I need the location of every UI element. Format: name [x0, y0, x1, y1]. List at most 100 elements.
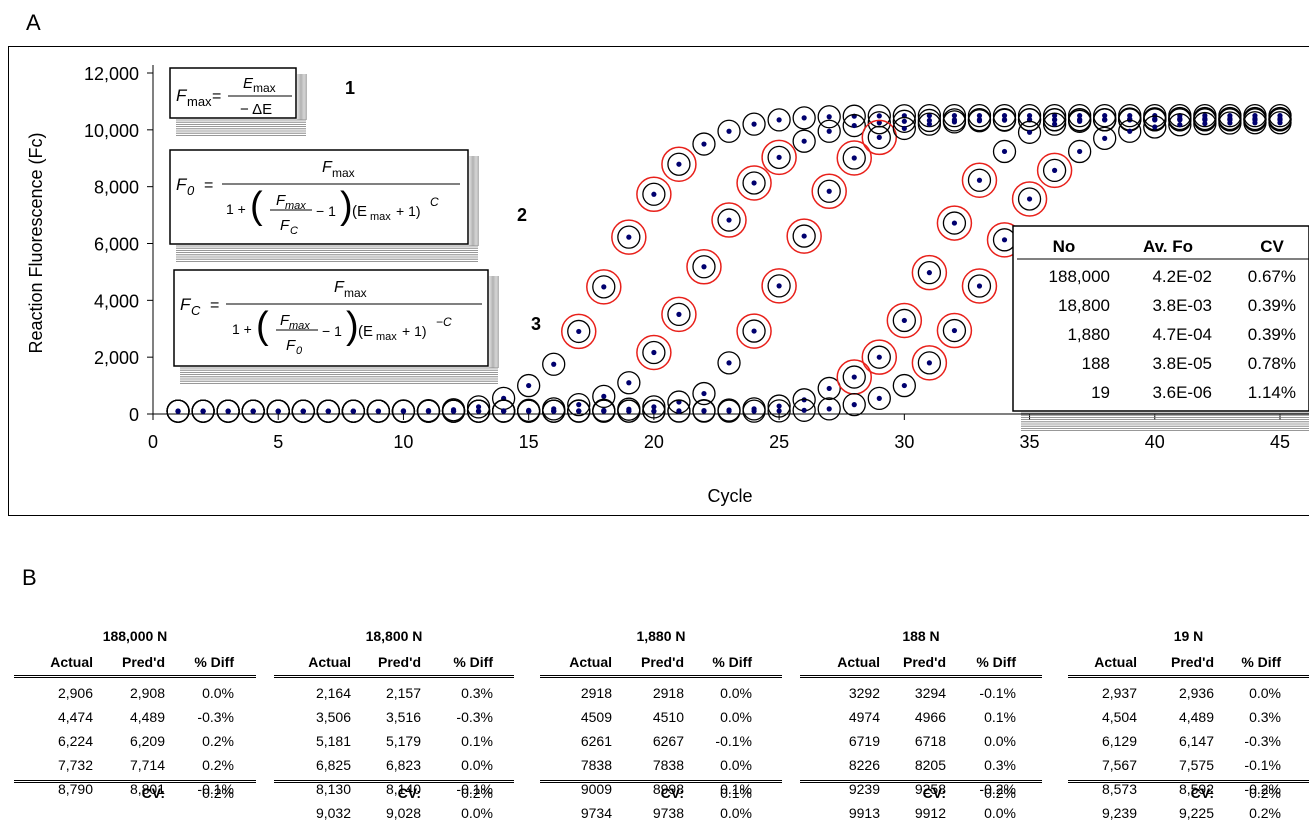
y-tick-label: 10,000 — [84, 121, 139, 141]
data-point — [726, 217, 732, 223]
legend-header: Av. Fo — [1143, 237, 1193, 256]
formula-text: ( — [256, 305, 269, 347]
legend-cell: 0.39% — [1248, 296, 1296, 315]
x-tick-label: 10 — [393, 432, 413, 452]
data-point-ring — [942, 110, 967, 134]
data-point — [651, 191, 657, 197]
fit-window-ring — [711, 202, 747, 238]
table-header: Actual — [837, 654, 880, 670]
data-point-ring — [1093, 108, 1117, 132]
table-cell: 4510 — [652, 709, 684, 725]
fit-window-ring — [936, 205, 973, 241]
data-point — [901, 125, 907, 132]
data-point — [876, 354, 882, 360]
formula-label-3: 3 — [531, 314, 541, 334]
table-cell: 6,147 — [1178, 733, 1214, 749]
fit-window-ring — [836, 140, 872, 176]
data-point-ring — [967, 103, 992, 128]
data-point — [626, 380, 632, 386]
formula-text: F — [276, 192, 286, 209]
series-4 — [166, 111, 1292, 423]
data-point — [551, 361, 557, 367]
table-header: % Diff — [453, 654, 493, 670]
data-point — [1026, 196, 1033, 202]
data-point — [1127, 128, 1133, 134]
table-cell: 4509 — [580, 709, 612, 725]
table-cell: 2,164 — [315, 685, 351, 701]
data-point-ring — [742, 112, 766, 136]
table-cell: 4,489 — [1178, 709, 1214, 725]
data-point-ring — [742, 319, 766, 343]
table-cell: 2918 — [580, 685, 612, 701]
cv-value: 0.2% — [202, 785, 234, 801]
table-cell: 0.1% — [720, 781, 752, 797]
data-point-ring — [792, 224, 816, 248]
data-point-ring — [617, 371, 641, 395]
table-title: 188,000 N — [102, 628, 168, 644]
data-point — [801, 138, 807, 144]
table-cell: 9258 — [914, 781, 946, 797]
data-point-ring — [717, 208, 741, 232]
data-point — [526, 382, 532, 389]
table-title: 1,880 N — [636, 628, 686, 644]
data-point — [576, 408, 582, 414]
legend-cell: 0.67% — [1248, 267, 1296, 286]
data-point-ring — [817, 376, 841, 401]
table-cell: 5,181 — [315, 733, 351, 749]
data-point-ring — [567, 319, 591, 344]
data-point-ring — [1042, 112, 1067, 136]
data-point — [1252, 120, 1258, 126]
table-cell: -0.2% — [979, 781, 1016, 797]
x-tick-label: 35 — [1020, 432, 1040, 452]
formula-text: F — [176, 86, 188, 105]
y-tick-label: 8,000 — [94, 178, 139, 198]
table-header: % Diff — [194, 654, 234, 670]
formula-text: F — [180, 295, 192, 314]
data-point-ring — [341, 399, 366, 423]
table-cell: 8226 — [848, 757, 880, 773]
legend-cell: 188,000 — [1049, 267, 1110, 286]
data-point — [1052, 167, 1058, 173]
legend-box — [1012, 225, 1309, 412]
table-footer-rule — [1068, 780, 1309, 783]
data-point — [450, 408, 457, 414]
data-point-ring — [1042, 108, 1067, 132]
data-point — [851, 155, 857, 161]
data-point-ring — [542, 352, 566, 376]
data-point — [651, 404, 657, 410]
fit-window-ring — [761, 139, 797, 176]
data-point-ring — [1268, 106, 1292, 131]
table-cell: 6718 — [914, 733, 946, 749]
data-point-ring — [842, 146, 866, 170]
table-cell: 0.0% — [984, 733, 1016, 749]
legend-cell: 3.8E-05 — [1152, 354, 1212, 373]
legend-cell: 3.8E-03 — [1152, 296, 1212, 315]
data-point — [676, 408, 682, 414]
data-point — [801, 233, 807, 239]
data-point — [701, 264, 707, 270]
data-point — [776, 403, 782, 409]
data-point — [1026, 129, 1033, 135]
table-cell: 4966 — [914, 709, 946, 725]
table-cell: 0.0% — [720, 757, 752, 773]
data-point-ring — [717, 399, 741, 423]
formula-text: (E — [352, 203, 367, 220]
data-point — [976, 118, 983, 124]
legend-table — [1012, 225, 1309, 432]
data-point-ring — [1067, 103, 1092, 128]
table-header-rule — [800, 675, 1042, 678]
data-point-ring — [692, 381, 716, 406]
legend-header: No — [1053, 237, 1076, 256]
table-cell: -0.1% — [715, 733, 752, 749]
data-point — [926, 121, 932, 127]
fit-window-ring — [811, 173, 847, 210]
table-cell: 0.0% — [720, 685, 752, 701]
cv-value: 0.2% — [461, 785, 493, 801]
table-header-rule — [274, 675, 514, 678]
data-point-ring — [742, 171, 766, 195]
fit-window-ring — [961, 162, 998, 198]
fit-window-ring — [1036, 152, 1073, 189]
table-header: Pred'd — [121, 654, 165, 670]
